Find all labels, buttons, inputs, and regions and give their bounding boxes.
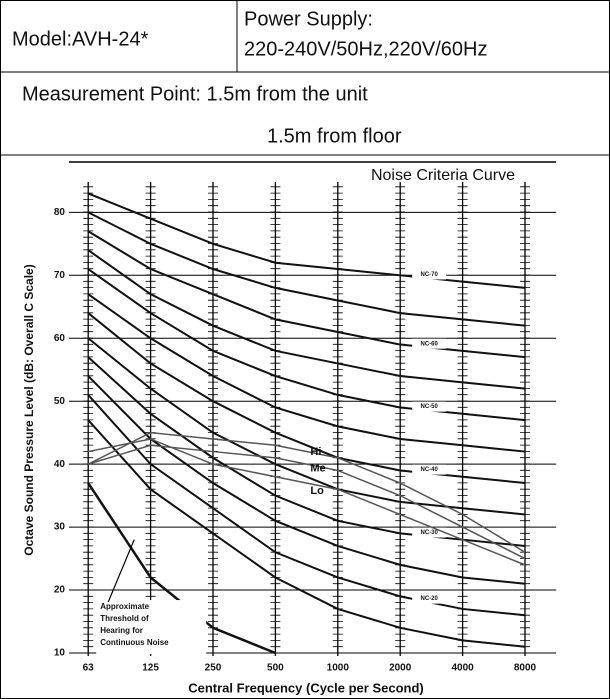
- x-tick-label: 63: [83, 663, 95, 674]
- nc-curve: [87, 419, 526, 648]
- nc-label: NC-60: [421, 341, 439, 347]
- unit-label: Lo: [310, 485, 324, 497]
- unit-label: Hi: [310, 446, 321, 458]
- y-tick-label: 50: [54, 396, 66, 407]
- measurement-2: 1.5m from floor: [267, 125, 402, 147]
- nc-label-bg: [412, 527, 447, 538]
- y-tick-label: 60: [54, 333, 66, 344]
- measurement: Measurement Point: 1.5m from the unit: [22, 83, 368, 105]
- y-tick-label: 20: [54, 585, 66, 596]
- x-axis-label: Central Frequency (Cycle per Second): [188, 680, 424, 695]
- nc-label-bg: [412, 593, 447, 604]
- x-tick-label: 8000: [514, 663, 537, 674]
- y-tick-label: 70: [54, 270, 66, 281]
- nc-label-bg: [412, 338, 447, 349]
- threshold-pointer: [107, 539, 135, 603]
- x-tick-label: 2000: [389, 663, 412, 674]
- nc-label: NC-30: [421, 530, 439, 536]
- nc-curve: [87, 268, 526, 422]
- nc-curve: [87, 312, 526, 485]
- unit-curve: [87, 444, 526, 560]
- nc-curve: [87, 211, 526, 327]
- x-tick-label: 1000: [327, 663, 350, 674]
- nc-label-bg: [412, 401, 447, 412]
- x-tick-label: 4000: [451, 663, 474, 674]
- nc-curve: [87, 230, 526, 359]
- model: Model:AVH-24*: [12, 28, 149, 50]
- unit-curve: [88, 438, 526, 566]
- nc-label: NC-50: [421, 404, 439, 410]
- nc-label-bg: [412, 464, 447, 475]
- y-tick-label: 80: [54, 207, 66, 218]
- nc-curve: [87, 192, 526, 289]
- chart-title: Noise Criteria Curve: [371, 167, 515, 184]
- y-tick-label: 10: [54, 648, 66, 659]
- x-tick-label: 250: [205, 663, 222, 674]
- x-tick-label: 500: [267, 663, 284, 674]
- threshold-label: Hearing for: [100, 626, 143, 635]
- unit-label: Me: [310, 462, 325, 474]
- threshold-label: Threshold of: [100, 614, 149, 623]
- nc-label: NC-70: [421, 272, 439, 278]
- unit-curve: [87, 431, 526, 553]
- y-axis-label: Octave Sound Pressure Level (dB: Overall…: [22, 264, 36, 555]
- nc-label-bg: [412, 269, 447, 280]
- x-tick-label: 125: [142, 663, 159, 674]
- nc-curve: [87, 293, 526, 453]
- power-title: Power Supply:: [244, 8, 373, 30]
- threshold-label: Continuous Noise: [100, 638, 169, 647]
- nc-curve: [87, 394, 526, 617]
- y-tick-label: 30: [54, 522, 66, 533]
- threshold-label: Approximate: [100, 602, 149, 611]
- nc-curve: [87, 356, 526, 547]
- power-value: 220-240V/50Hz,220V/60Hz: [244, 38, 488, 60]
- nc-curve: [87, 249, 526, 390]
- y-tick-label: 40: [54, 459, 66, 470]
- nc-curve: [87, 337, 526, 516]
- nc-label: NC-40: [421, 467, 439, 473]
- nc-label: NC-20: [421, 596, 439, 602]
- threshold-box: [96, 600, 207, 655]
